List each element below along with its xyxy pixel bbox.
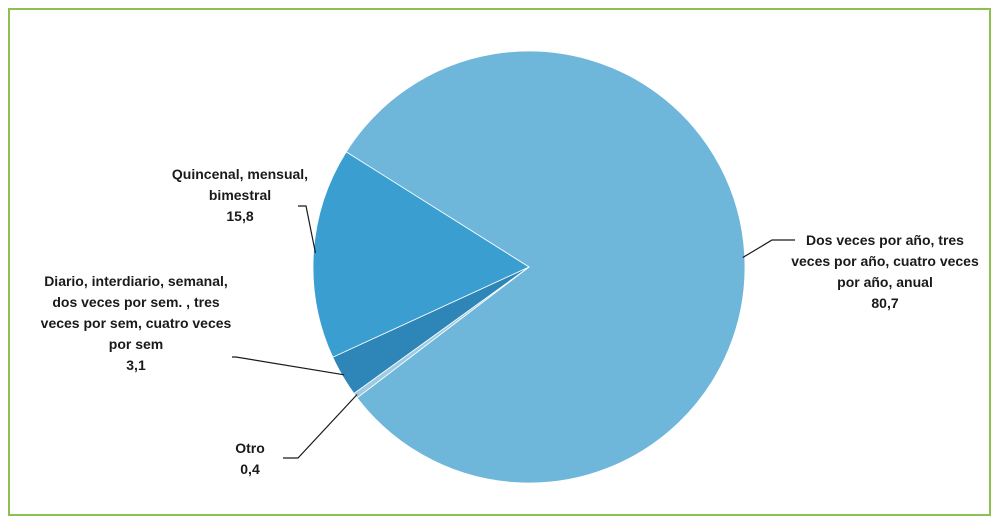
slice-value-0: 80,7 bbox=[871, 295, 899, 311]
slice-name-1: Otro bbox=[235, 440, 265, 456]
slice-name-3: Quincenal, mensual, bimestral bbox=[171, 166, 309, 203]
chart-frame bbox=[8, 8, 991, 516]
slice-value-3: 15,8 bbox=[226, 208, 254, 224]
leader-line-1 bbox=[283, 394, 358, 459]
slice-label-3: Quincenal, mensual, bimestral 15,8 bbox=[150, 164, 330, 227]
pie-slice-3 bbox=[312, 151, 530, 358]
slice-label-0: Dos veces por año, tres veces por año, c… bbox=[790, 230, 980, 314]
slice-value-2: 3,1 bbox=[126, 357, 146, 373]
slice-value-1: 0,4 bbox=[240, 461, 260, 477]
leader-line-2 bbox=[232, 356, 345, 376]
leader-line-0 bbox=[742, 239, 795, 259]
pie-slice-0 bbox=[345, 50, 746, 484]
leader-line-3 bbox=[298, 205, 317, 254]
slice-label-2: Diario, interdiario, semanal, dos veces … bbox=[38, 271, 234, 376]
slice-name-2: Diario, interdiario, semanal, dos veces … bbox=[40, 273, 232, 352]
slice-name-0: Dos veces por año, tres veces por año, c… bbox=[791, 232, 979, 290]
slice-label-1: Otro 0,4 bbox=[225, 438, 275, 480]
